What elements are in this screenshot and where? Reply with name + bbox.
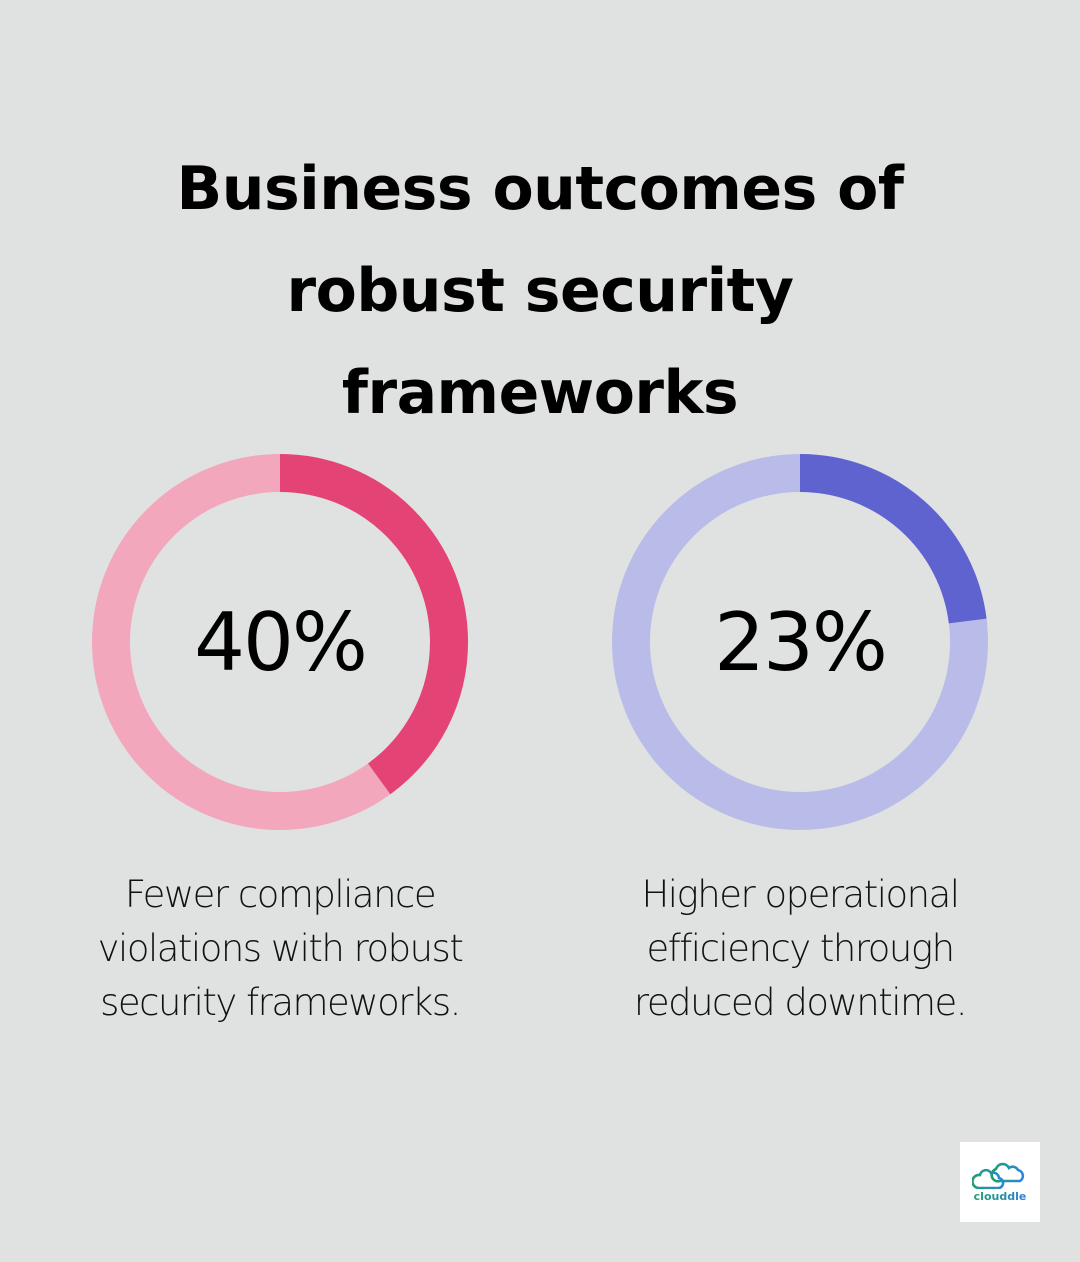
cloud-icon <box>972 1162 1025 1189</box>
stat-description-compliance: Fewer compliance violations with robust … <box>60 868 500 1030</box>
donut-chart-compliance: 40% <box>90 452 470 832</box>
description-line: security frameworks. <box>100 981 461 1024</box>
stat-value: 40% <box>194 595 368 689</box>
title-line-1: Business outcomes of <box>176 154 905 225</box>
description-line: Higher operational <box>641 873 960 916</box>
description-line: violations with robust <box>97 927 464 970</box>
logo-text: clouddle <box>973 1190 1027 1203</box>
donut-chart-efficiency: 23% <box>610 452 990 832</box>
donut-ring <box>92 454 468 830</box>
title-line-2: robust security <box>286 256 794 327</box>
page-title: Business outcomes of robust security fra… <box>0 138 1080 444</box>
donut-ring <box>612 454 988 830</box>
stat-value: 23% <box>714 595 888 689</box>
description-line: reduced downtime. <box>633 981 968 1024</box>
description-line: efficiency through <box>646 927 955 970</box>
title-line-3: frameworks <box>341 358 739 429</box>
clouddle-logo: clouddle <box>960 1142 1040 1222</box>
description-line: Fewer compliance <box>124 873 437 916</box>
stat-description-efficiency: Higher operational efficiency through re… <box>580 868 1020 1030</box>
